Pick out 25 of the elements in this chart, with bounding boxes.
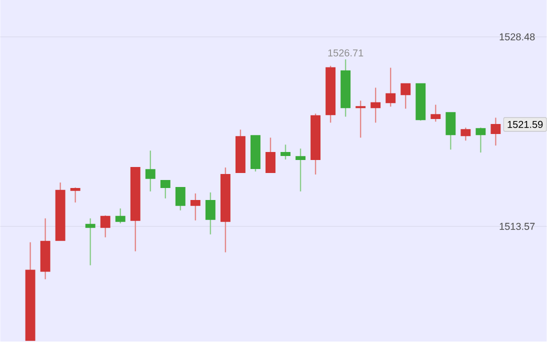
y-tick-label: 1528.48	[500, 33, 535, 41]
candlestick	[190, 193, 200, 222]
candlestick	[476, 127, 486, 154]
candlestick	[370, 87, 381, 124]
candlestick	[490, 117, 501, 146]
y-tick-label: 1513.57	[500, 223, 535, 230]
candlestick	[356, 100, 366, 138]
candlestick	[446, 112, 456, 150]
candlestick	[400, 83, 411, 110]
candlestick	[145, 150, 156, 192]
candlestick	[296, 148, 306, 192]
candlestick	[85, 218, 96, 266]
candlestick	[70, 187, 80, 204]
candlestick	[266, 137, 276, 174]
candlestick	[100, 215, 110, 238]
annotation: 1521.59	[508, 121, 543, 128]
candlestick	[430, 104, 441, 122]
candlestick	[280, 144, 290, 160]
candlestick	[175, 187, 186, 212]
candlestick	[205, 192, 216, 236]
candlestick	[115, 208, 126, 224]
candlestick	[386, 67, 396, 108]
annotation: 1526.71	[328, 50, 364, 57]
candlestick	[160, 180, 170, 200]
candlestick	[460, 127, 471, 142]
